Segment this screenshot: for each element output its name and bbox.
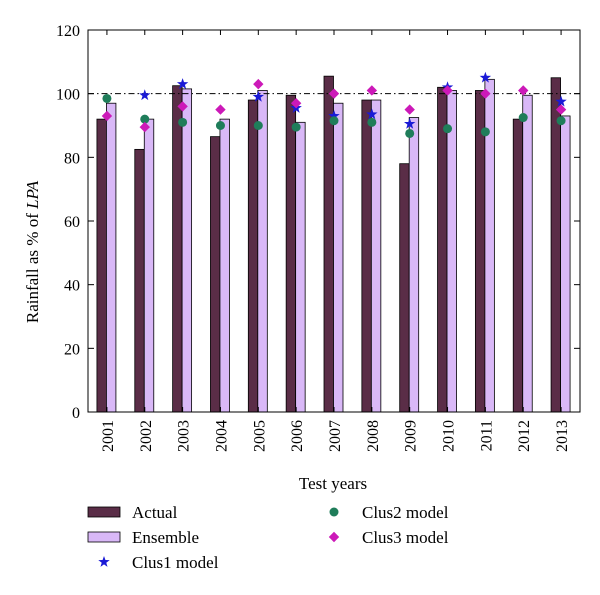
x-tick-label: 2008 (365, 420, 382, 452)
x-tick-label: 2005 (251, 420, 268, 452)
bar-ensemble (219, 118, 230, 413)
legend: Actual Ensemble Clus1 model Clus2 model Clus… (87, 503, 449, 572)
y-axis-label-italic: LPA (23, 180, 42, 210)
bars-layer (96, 75, 571, 413)
marker-clus3-model (139, 121, 150, 133)
marker-clus3-model (177, 101, 188, 112)
bar-actual (210, 136, 221, 413)
marker-clus3-model (253, 78, 264, 90)
bar-ensemble (522, 94, 533, 413)
marker-clus2-model (329, 116, 339, 126)
marker-clus2-model (178, 117, 188, 127)
x-tick-label: 2006 (289, 420, 306, 452)
x-tick-label: 2013 (554, 420, 571, 452)
marker-clus1-model (139, 89, 151, 101)
marker-clus1-model (403, 117, 416, 129)
marker-clus1-model (366, 108, 378, 120)
marker-clus3-model (290, 98, 302, 109)
marker-clus1-model (328, 109, 340, 121)
marker-clus2-model (253, 121, 263, 130)
bar-actual (550, 77, 561, 413)
marker-clus3-model (215, 104, 226, 115)
marker-clus2-model (443, 124, 453, 134)
bar-actual (474, 90, 486, 413)
marker-clus3-model (101, 110, 113, 122)
markers-layer (101, 71, 567, 138)
bar-actual (172, 85, 183, 413)
legend-clus2-model-marker (329, 507, 339, 517)
marker-clus3-model (404, 104, 415, 115)
legend-clus1-model-marker (98, 556, 110, 567)
bar-ensemble (408, 117, 420, 413)
x-tick-label: 2012 (516, 420, 533, 452)
bar-actual (96, 118, 107, 413)
bar-ensemble (370, 99, 382, 413)
y-tick-label: 80 (64, 150, 80, 167)
y-tick-label: 100 (56, 87, 80, 104)
bar-actual (361, 99, 372, 413)
x-tick-label: 2001 (100, 420, 117, 452)
y-tick-label: 40 (64, 278, 80, 295)
marker-clus2-model (405, 128, 415, 138)
x-axis-ticks: 2001 2002 2003 2004 2005 2006 2007 2008 2009 2010… (100, 30, 571, 452)
marker-clus3-model (366, 85, 378, 96)
marker-clus3-model (480, 88, 491, 99)
bar-ensemble (560, 115, 571, 413)
marker-clus1-model (252, 90, 265, 102)
x-tick-label: 2011 (478, 420, 495, 451)
y-tick-label: 120 (56, 23, 80, 40)
x-tick-label: 2010 (441, 420, 458, 452)
bar-ensemble (333, 102, 344, 413)
bar-ensemble (106, 102, 117, 413)
marker-clus1-model (176, 78, 189, 89)
marker-clus3-model (518, 85, 529, 96)
legend-actual-label: Actual (132, 503, 178, 522)
bar-actual (437, 86, 448, 413)
marker-clus2-model (291, 122, 301, 132)
marker-clus1-model (479, 71, 492, 83)
y-axis-label: Rainfall as % of LPA (23, 180, 42, 323)
marker-clus2-model (367, 117, 377, 127)
legend-clus1-model-label: Clus1 model (132, 553, 219, 572)
y-axis-label-text: Rainfall as % of (23, 209, 42, 323)
marker-clus2-model (215, 121, 225, 130)
bar-actual (512, 118, 524, 413)
legend-clus2-model-label: Clus2 model (362, 503, 449, 522)
marker-clus2-model (102, 93, 112, 103)
marker-clus3-model (442, 85, 453, 96)
y-tick-label: 0 (72, 405, 80, 422)
bar-actual (323, 75, 334, 413)
x-tick-label: 2003 (176, 420, 193, 452)
marker-clus2-model (480, 127, 490, 137)
x-tick-label: 2004 (213, 420, 230, 452)
y-tick-label: 20 (64, 341, 80, 358)
legend-clus3-model-label: Clus3 model (362, 528, 449, 547)
marker-clus2-model (140, 114, 150, 124)
bar-actual (285, 94, 297, 413)
bar-ensemble (181, 88, 193, 413)
bar-actual (399, 163, 410, 413)
marker-clus2-model (518, 113, 528, 123)
legend-actual-swatch (87, 506, 121, 518)
legend-ensemble-label: Ensemble (132, 528, 199, 547)
x-tick-label: 2009 (403, 420, 420, 452)
marker-clus3-model (555, 104, 567, 115)
marker-clus3-model (328, 88, 340, 99)
x-tick-label: 2002 (138, 420, 155, 452)
x-axis-label: Test years (299, 474, 367, 493)
bar-ensemble (257, 90, 268, 413)
y-axis-ticks: 0 20 40 60 80 100 120 (56, 23, 580, 422)
y-tick-label: 60 (64, 214, 80, 231)
legend-clus3-model-marker (328, 531, 340, 543)
marker-clus1-model (555, 95, 567, 107)
x-tick-label: 2007 (327, 420, 344, 452)
bar-ensemble (143, 118, 155, 413)
marker-clus2-model (556, 116, 566, 126)
bar-actual (134, 148, 145, 413)
bar-ensemble (295, 121, 306, 413)
bar-ensemble (446, 90, 457, 413)
bar-actual (247, 99, 259, 413)
legend-ensemble-swatch (87, 531, 121, 543)
